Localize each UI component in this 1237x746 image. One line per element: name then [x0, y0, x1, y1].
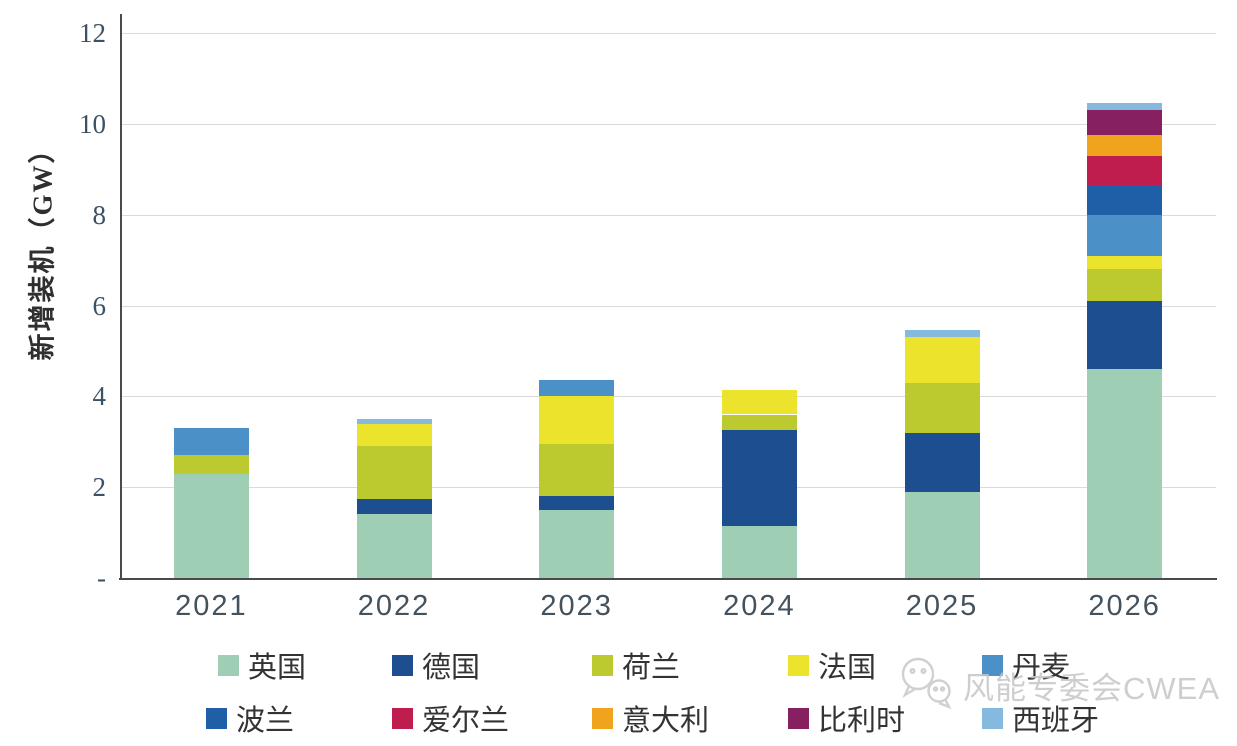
legend-swatch: [218, 654, 239, 676]
x-axis-line: [119, 578, 1217, 580]
legend-item-比利时: 比利时: [788, 701, 905, 737]
y-tick-label: 8: [92, 199, 107, 230]
bar-segment-英国-2022: [356, 514, 432, 578]
bar-segment-德国-2023: [539, 496, 615, 510]
bar-segment-德国-2026: [1087, 300, 1163, 370]
x-tick-label: 2021: [175, 590, 248, 622]
watermark: 风能专委会CWEA: [895, 654, 1220, 716]
bar-segment-英国-2024: [721, 525, 797, 578]
legend-label: 荷兰: [622, 652, 681, 684]
legend-swatch: [982, 707, 1003, 729]
gridline: [121, 214, 1216, 216]
gridline: [121, 305, 1216, 307]
bar-segment-丹麦-2021: [173, 428, 249, 456]
bar-segment-荷兰-2023: [539, 444, 615, 497]
bar-segment-英国-2021: [173, 473, 249, 578]
bar-segment-法国-2023: [539, 396, 615, 445]
legend-label: 英国: [248, 652, 307, 684]
bar-segment-法国-2026: [1087, 255, 1163, 270]
legend-label: 德国: [422, 652, 481, 684]
gridline: [121, 487, 1216, 489]
gridline: [121, 396, 1216, 398]
x-tick-label: 2024: [723, 590, 796, 622]
legend-label: 比利时: [818, 705, 906, 737]
legend-swatch: [592, 654, 613, 676]
bar-segment-荷兰-2021: [173, 455, 249, 474]
y-tick-label: 4: [92, 381, 107, 412]
legend-swatch: [788, 654, 809, 676]
bar-segment-英国-2023: [539, 509, 615, 578]
y-tick-label: 10: [79, 108, 106, 139]
bar-segment-荷兰-2024: [721, 414, 797, 431]
bar-segment-德国-2024: [721, 430, 797, 526]
bar-segment-法国-2024: [721, 389, 797, 415]
bar-segment-比利时-2026: [1087, 110, 1163, 136]
bar-segment-丹麦-2023: [539, 380, 615, 397]
legend-item-德国: 德国: [392, 648, 480, 684]
y-axis-line: [120, 14, 122, 580]
legend-label: 波兰: [236, 705, 295, 737]
legend-item-法国: 法国: [788, 648, 876, 684]
legend-item-波兰: 波兰: [206, 701, 294, 737]
legend-swatch: [788, 707, 809, 729]
legend-swatch: [392, 707, 413, 729]
bar-segment-法国-2025: [904, 337, 980, 383]
watermark-text: 风能专委会CWEA: [963, 670, 1220, 706]
x-tick-label: 2025: [905, 590, 979, 622]
x-tick-label: 2026: [1088, 590, 1161, 622]
x-tick-label: 2022: [357, 590, 431, 622]
legend-item-意大利: 意大利: [592, 701, 709, 737]
legend-item-荷兰: 荷兰: [592, 648, 680, 684]
bar-segment-德国-2022: [356, 498, 432, 515]
legend-swatch: [206, 707, 227, 729]
y-axis-title: 新增装机（GW）: [27, 134, 58, 361]
legend-label: 丹麦: [1012, 652, 1071, 684]
gridline: [121, 123, 1216, 125]
bar-segment-西班牙-2025: [904, 330, 980, 338]
legend-swatch: [592, 707, 613, 729]
bar-segment-荷兰-2025: [904, 382, 980, 433]
legend-item-爱尔兰: 爱尔兰: [392, 701, 509, 737]
bar-segment-英国-2025: [904, 491, 980, 578]
legend-label: 爱尔兰: [422, 705, 510, 737]
legend-swatch: [392, 654, 413, 676]
y-tick-label: -: [97, 563, 106, 593]
legend-label: 法国: [818, 652, 877, 684]
bar-segment-西班牙-2026: [1087, 103, 1163, 111]
legend-item-丹麦: 丹麦: [982, 648, 1070, 684]
legend-item-西班牙: 西班牙: [982, 701, 1099, 737]
y-tick-label: 12: [79, 18, 106, 48]
legend-label: 西班牙: [1012, 705, 1100, 737]
bar-segment-西班牙-2022: [356, 419, 432, 424]
gridline: [121, 33, 1216, 34]
bar-segment-意大利-2026: [1087, 135, 1163, 156]
bar-segment-爱尔兰-2026: [1087, 155, 1163, 186]
bar-segment-丹麦-2026: [1087, 214, 1163, 256]
bar-segment-德国-2025: [904, 432, 980, 492]
x-tick-label: 2023: [540, 590, 613, 622]
wechat-icon: [901, 657, 952, 710]
bar-segment-波兰-2026: [1087, 185, 1163, 215]
bar-segment-法国-2022: [356, 423, 432, 447]
bar-segment-英国-2026: [1087, 369, 1163, 578]
legend-swatch: [982, 654, 1003, 676]
legend-label: 意大利: [622, 705, 710, 737]
bar-segment-荷兰-2022: [356, 446, 432, 499]
legend-item-英国: 英国: [218, 648, 306, 684]
y-tick-label: 6: [92, 290, 107, 321]
bar-segment-荷兰-2026: [1087, 269, 1163, 301]
y-tick-label: 2: [92, 472, 107, 503]
